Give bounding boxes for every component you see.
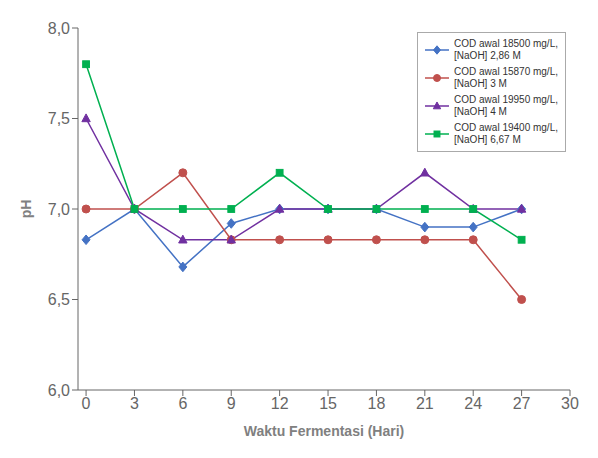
svg-text:21: 21 <box>416 395 434 412</box>
html-text:COD awal 15870 mg/L, [NaOH] 3: COD awal 15870 mg/L, [NaOH] 3 M <box>454 66 558 89</box>
svg-text:27: 27 <box>513 395 531 412</box>
svg-text:8,0: 8,0 <box>48 20 70 37</box>
svg-text:6,0: 6,0 <box>48 382 70 399</box>
svg-text:3: 3 <box>130 395 139 412</box>
svg-text:0: 0 <box>82 395 91 412</box>
svg-text:18: 18 <box>368 395 386 412</box>
svg-text:24: 24 <box>464 395 482 412</box>
svg-text:30: 30 <box>561 395 579 412</box>
svg-text:12: 12 <box>271 395 289 412</box>
svg-text:6,5: 6,5 <box>48 291 70 308</box>
html-text:COD awal 19950 mg/L, [NaOH] 4: COD awal 19950 mg/L, [NaOH] 4 M <box>454 94 558 117</box>
svg-text:6: 6 <box>178 395 187 412</box>
html-text:COD awal 18500 mg/L, [NaOH] 2,: COD awal 18500 mg/L, [NaOH] 2,86 M <box>454 38 558 61</box>
svg-text:7,0: 7,0 <box>48 201 70 218</box>
html-text:COD awal 19400 mg/L, [NaOH] 6,: COD awal 19400 mg/L, [NaOH] 6,67 M <box>454 122 558 145</box>
svg-text:Waktu Fermentasi (Hari): Waktu Fermentasi (Hari) <box>244 423 405 439</box>
svg-text:7,5: 7,5 <box>48 110 70 127</box>
svg-text:9: 9 <box>227 395 236 412</box>
svg-text:15: 15 <box>319 395 337 412</box>
svg-text:pH: pH <box>18 200 34 219</box>
